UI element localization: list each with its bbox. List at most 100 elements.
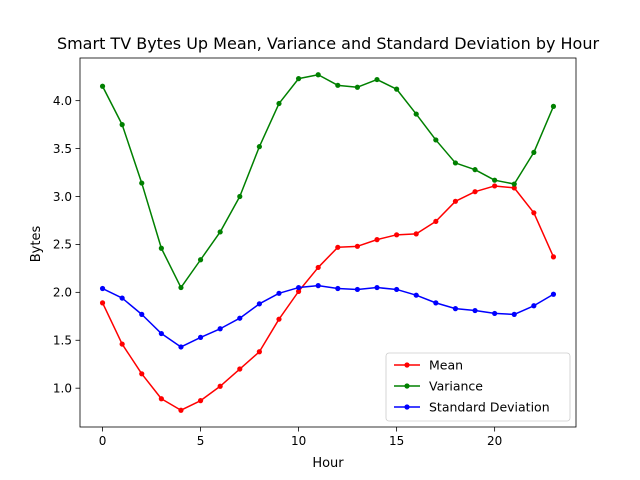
data-point xyxy=(119,341,125,347)
data-point xyxy=(335,244,341,250)
legend-marker xyxy=(404,383,410,389)
x-tick-label: 15 xyxy=(389,434,404,448)
data-point xyxy=(452,198,459,204)
y-tick-label: 3.5 xyxy=(53,142,72,156)
y-tick-label: 2.5 xyxy=(53,238,72,252)
data-point xyxy=(276,316,282,322)
data-point xyxy=(433,218,439,225)
data-point xyxy=(139,180,145,186)
x-axis-ticks: 0 5 10 15 20 xyxy=(99,427,502,448)
data-point xyxy=(237,315,243,321)
x-axis-label: Hour xyxy=(312,456,344,471)
data-point xyxy=(550,254,557,260)
data-point xyxy=(158,330,164,337)
y-tick-label: 3.0 xyxy=(53,190,72,204)
y-tick-label: 1.0 xyxy=(53,381,72,395)
data-point xyxy=(99,300,106,306)
data-point xyxy=(354,243,361,249)
data-point xyxy=(197,334,204,340)
data-point xyxy=(276,290,282,296)
data-point xyxy=(531,210,537,216)
data-point xyxy=(315,264,321,271)
data-point xyxy=(492,183,498,189)
data-point xyxy=(217,383,223,389)
data-point xyxy=(394,232,400,238)
chart-title: Smart TV Bytes Up Mean, Variance and Sta… xyxy=(57,34,600,53)
legend-marker xyxy=(404,362,410,368)
data-point xyxy=(394,286,400,293)
x-tick-label: 0 xyxy=(99,434,107,448)
data-point xyxy=(178,344,184,350)
data-point xyxy=(276,100,282,107)
y-axis-label: Bytes xyxy=(29,226,44,263)
data-point xyxy=(374,237,380,243)
data-point xyxy=(237,366,243,372)
data-point xyxy=(315,72,321,78)
data-point xyxy=(413,111,419,117)
legend-box xyxy=(385,352,571,422)
data-point xyxy=(256,301,262,307)
x-tick-label: 5 xyxy=(197,434,205,448)
legend-entry: Variance xyxy=(429,379,483,394)
data-point xyxy=(315,283,321,289)
y-tick-label: 2.0 xyxy=(53,286,72,300)
data-point xyxy=(492,177,498,183)
plot-area xyxy=(79,57,577,428)
data-point xyxy=(256,349,262,355)
data-point xyxy=(295,288,302,294)
data-point xyxy=(452,306,459,312)
y-tick-label: 4.0 xyxy=(53,94,72,108)
data-point xyxy=(394,86,400,92)
data-point xyxy=(178,407,184,413)
data-point xyxy=(158,396,164,402)
data-point xyxy=(354,286,361,293)
data-point xyxy=(295,76,302,82)
series-line xyxy=(101,74,555,289)
data-point xyxy=(472,307,478,314)
x-tick-label: 10 xyxy=(291,434,306,448)
data-point xyxy=(550,291,557,297)
data-point xyxy=(374,76,380,83)
data-point xyxy=(178,284,184,291)
data-point xyxy=(492,310,498,317)
data-point xyxy=(197,398,204,404)
data-point xyxy=(511,311,517,317)
data-point xyxy=(99,285,106,292)
data-point xyxy=(511,181,517,187)
data-point xyxy=(433,137,439,143)
data-point xyxy=(531,303,537,309)
y-axis-ticks: 1.0 1.5 2.0 2.5 3.0 3.5 4.0 xyxy=(53,94,80,395)
y-tick-label: 1.5 xyxy=(53,334,72,348)
series-line xyxy=(101,284,555,348)
legend-entry: Mean xyxy=(429,358,463,373)
data-point xyxy=(472,167,478,173)
plot-frame xyxy=(79,57,577,428)
x-tick-label: 20 xyxy=(487,434,502,448)
data-point xyxy=(237,193,243,200)
data-point xyxy=(413,292,419,298)
data-point xyxy=(256,144,262,150)
legend: Mean Variance Standard Deviation xyxy=(385,352,571,422)
legend-marker xyxy=(404,404,410,410)
data-point xyxy=(139,311,145,317)
data-point xyxy=(217,229,223,235)
legend-entry: Standard Deviation xyxy=(429,400,550,415)
data-point xyxy=(413,231,419,237)
data-point xyxy=(197,257,204,263)
data-point xyxy=(452,160,459,166)
data-point xyxy=(433,300,439,306)
data-point xyxy=(295,284,302,291)
data-point xyxy=(139,371,145,377)
data-point xyxy=(511,185,517,191)
series-line xyxy=(101,185,555,411)
data-point xyxy=(217,326,223,332)
data-point xyxy=(531,149,537,156)
data-point xyxy=(354,84,361,90)
data-point xyxy=(374,284,380,291)
data-point xyxy=(335,82,341,88)
data-point xyxy=(472,189,478,195)
data-point xyxy=(99,83,106,89)
data-point xyxy=(119,295,125,301)
